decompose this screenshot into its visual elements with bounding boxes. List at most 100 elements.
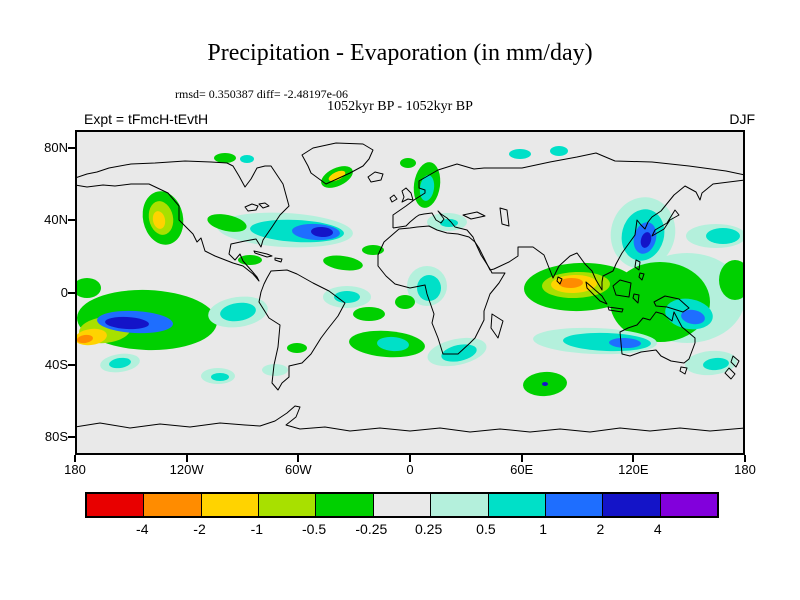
coastline-sulawesi bbox=[632, 293, 640, 304]
coastline-new-guinea bbox=[653, 295, 690, 313]
anomaly-region bbox=[323, 255, 363, 271]
coastline-africa bbox=[377, 225, 506, 355]
coastline-madagascar bbox=[490, 313, 504, 339]
anomaly-region bbox=[400, 158, 416, 168]
colorbar-segment-cyan bbox=[487, 494, 545, 516]
anomaly-region bbox=[262, 364, 288, 376]
anomaly-region bbox=[152, 211, 166, 229]
coastline-sumatra bbox=[585, 281, 608, 305]
lon-tick-mark bbox=[520, 455, 523, 462]
anomaly-region bbox=[75, 278, 101, 298]
anomaly-contours bbox=[75, 146, 745, 397]
great-lakes-outline bbox=[244, 202, 270, 212]
lon-tick-label: 180 bbox=[734, 462, 756, 477]
colorbar-level-label: -2 bbox=[193, 521, 206, 537]
colorbar-level-label: -4 bbox=[136, 521, 149, 537]
colorbar-segment-red bbox=[87, 494, 144, 516]
anomaly-region bbox=[240, 155, 254, 163]
lon-tick-mark bbox=[409, 455, 411, 462]
anomaly-region bbox=[211, 373, 229, 381]
lon-tick-mark bbox=[297, 455, 300, 462]
lon-tick-mark bbox=[744, 455, 746, 462]
colorbar-segment-darkblue bbox=[602, 494, 660, 516]
lat-tick-mark bbox=[68, 291, 75, 294]
lon-tick-label: 180 bbox=[64, 462, 86, 477]
lon-tick-label: 0 bbox=[406, 462, 414, 477]
coastline-britain bbox=[401, 187, 414, 203]
anomaly-region bbox=[640, 232, 652, 248]
coastline-greenland bbox=[301, 142, 374, 185]
lat-tick-label: 0 bbox=[60, 284, 68, 300]
anomaly-region bbox=[109, 357, 131, 369]
anomaly-region bbox=[609, 337, 641, 349]
lon-tick-mark bbox=[74, 455, 76, 462]
anomaly-region bbox=[377, 336, 409, 352]
lon-tick-mark bbox=[185, 455, 188, 462]
anomaly-region bbox=[77, 334, 93, 344]
colorbar-level-label: -0.5 bbox=[302, 521, 327, 537]
coastline-north-america bbox=[75, 160, 290, 282]
black-sea-outline bbox=[462, 211, 486, 220]
lat-tick-mark bbox=[68, 363, 75, 366]
colorbar-segment-chartreuse bbox=[258, 494, 316, 516]
anomaly-region bbox=[214, 153, 236, 163]
colorbar-segment-orange bbox=[143, 494, 201, 516]
caspian-sea-outline bbox=[499, 207, 510, 227]
coastline-new-zealand bbox=[724, 355, 740, 380]
colorbar bbox=[85, 492, 719, 518]
colorbar-segment-yellow bbox=[200, 494, 259, 516]
lat-tick-mark bbox=[68, 435, 75, 438]
comparison-label: 1052kyr BP - 1052kyr BP bbox=[327, 99, 473, 114]
coastline-philippines bbox=[634, 259, 645, 281]
anomaly-region bbox=[362, 245, 384, 255]
coastlines bbox=[75, 142, 745, 455]
colorbar-level-label: -1 bbox=[250, 521, 264, 537]
world-map-svg bbox=[75, 130, 745, 455]
coastline-borneo bbox=[612, 279, 632, 298]
anomaly-region bbox=[395, 295, 415, 309]
anomaly-region bbox=[542, 382, 548, 386]
colorbar-level-label: 0.25 bbox=[415, 521, 443, 537]
lat-tick-label: 80S bbox=[44, 428, 68, 444]
coastline-australia bbox=[619, 311, 696, 364]
lon-tick-label: 60W bbox=[284, 462, 312, 477]
anomaly-region bbox=[220, 302, 256, 322]
lat-tick-label: 40N bbox=[44, 212, 68, 228]
colorbar-segment-blue bbox=[544, 494, 603, 516]
anomaly-region bbox=[207, 214, 247, 232]
colorbar-segment-neutral bbox=[372, 494, 431, 516]
lat-tick-label: 80N bbox=[44, 140, 68, 156]
lon-tick-label: 60E bbox=[510, 462, 534, 477]
colorbar-level-label: 4 bbox=[653, 521, 662, 537]
lon-tick-mark bbox=[632, 455, 635, 462]
colorbar-labels: -4 -2 -1 -0.5 -0.25 0.25 0.5 1 2 4 bbox=[85, 521, 715, 539]
coastline-japan bbox=[651, 209, 680, 237]
lat-tick-mark bbox=[68, 147, 75, 150]
anomaly-region bbox=[706, 228, 740, 244]
stats-line: rmsd= 0.350387 diff= -2.48197e-06 bbox=[175, 87, 348, 101]
coastline-south-america bbox=[258, 269, 346, 391]
coastline-sri-lanka bbox=[556, 276, 563, 285]
coastline-iceland bbox=[367, 171, 384, 183]
lon-tick-label: 120W bbox=[169, 462, 204, 477]
anomaly-region bbox=[328, 170, 346, 182]
lat-tick-mark bbox=[68, 219, 75, 222]
anomaly-region bbox=[105, 316, 149, 330]
colorbar-level-label: 0.5 bbox=[476, 521, 496, 537]
colorbar-level-label: 1 bbox=[539, 521, 548, 537]
anomaly-region bbox=[311, 226, 333, 238]
coastline-cuba bbox=[253, 250, 283, 263]
coastline-eurasia-north bbox=[392, 152, 745, 228]
anomaly-region bbox=[681, 309, 705, 325]
colorbar-level-label: -0.25 bbox=[355, 521, 388, 537]
anomaly-region bbox=[559, 277, 583, 289]
coastline-antarctica bbox=[75, 405, 745, 455]
colorbar-segment-purple bbox=[659, 494, 717, 516]
anomaly-region bbox=[719, 260, 745, 300]
colorbar-segment-palecyan bbox=[430, 494, 488, 516]
lon-tick-label: 120E bbox=[618, 462, 649, 477]
anomaly-region bbox=[353, 307, 385, 321]
anomaly-region bbox=[334, 291, 360, 303]
coastline-eurasia-south bbox=[392, 179, 745, 291]
